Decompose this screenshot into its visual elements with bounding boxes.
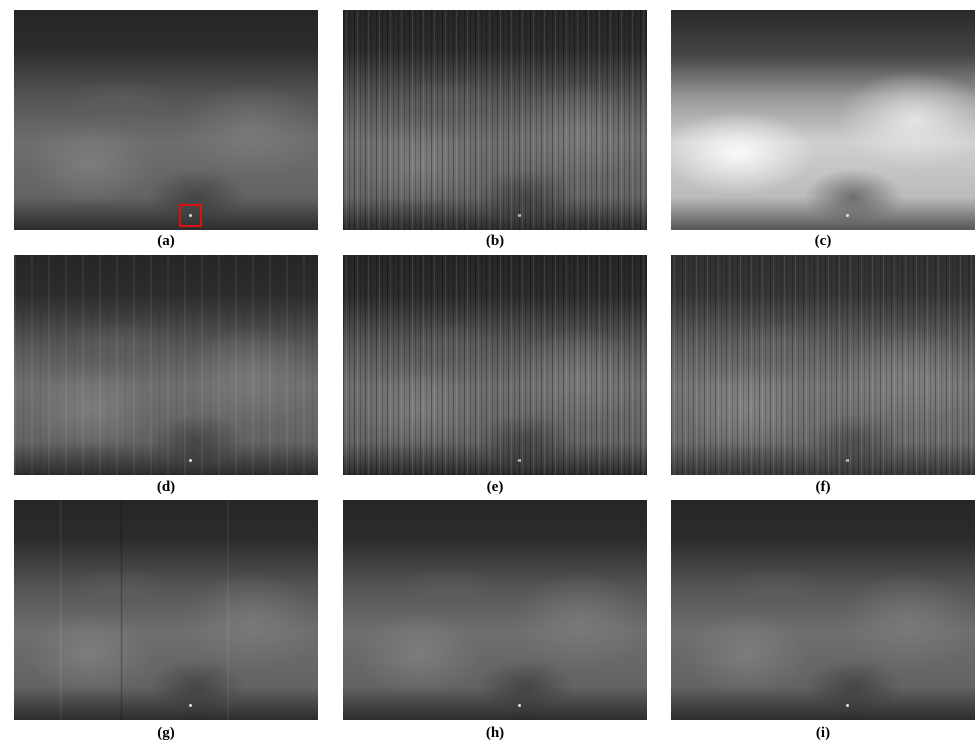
caption: (f)	[815, 479, 831, 495]
image-panel	[343, 255, 647, 475]
image-panel	[14, 10, 318, 230]
image-panel	[343, 10, 647, 230]
caption: (g)	[157, 725, 175, 741]
target	[846, 704, 849, 707]
target	[189, 214, 192, 217]
target	[189, 459, 192, 462]
caption: (h)	[485, 725, 505, 741]
target	[189, 704, 192, 707]
image-panel	[343, 500, 647, 720]
caption: (d)	[156, 479, 176, 495]
caption: (a)	[157, 233, 175, 249]
caption: (c)	[814, 233, 832, 249]
target	[518, 704, 521, 707]
caption: (b)	[485, 233, 505, 249]
highlight-box	[179, 204, 202, 227]
target	[518, 459, 521, 462]
image-panel	[671, 500, 975, 720]
image-panel	[671, 10, 975, 230]
image-panel	[14, 255, 318, 475]
image-panel	[14, 500, 318, 720]
caption: (e)	[486, 479, 504, 495]
caption: (i)	[815, 725, 831, 741]
target	[846, 214, 849, 217]
target	[846, 459, 849, 462]
image-panel	[671, 255, 975, 475]
target	[518, 214, 521, 217]
